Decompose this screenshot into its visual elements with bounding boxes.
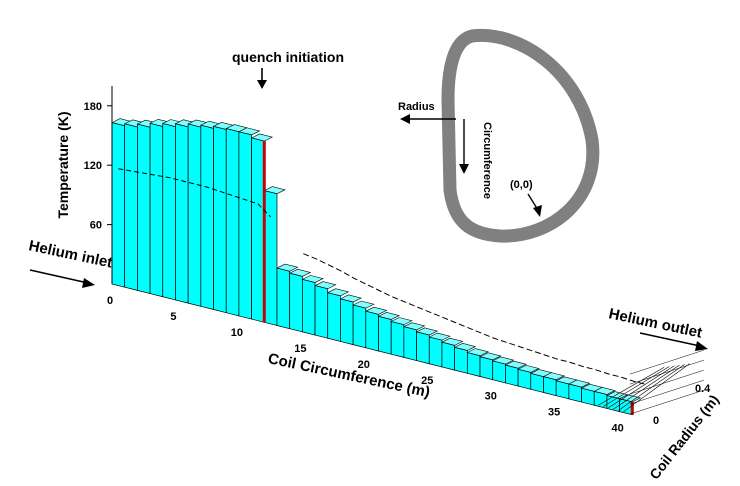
bar bbox=[327, 292, 341, 342]
x-tick-label: 15 bbox=[294, 343, 306, 355]
coil-cross-section bbox=[441, 28, 600, 243]
bar bbox=[517, 368, 532, 390]
bar bbox=[263, 190, 278, 326]
x-tick-label: 5 bbox=[170, 311, 176, 323]
z-tick-label: 0.4 bbox=[695, 383, 711, 395]
bar bbox=[137, 123, 151, 295]
radius-grid-line bbox=[629, 389, 704, 415]
bar bbox=[365, 310, 379, 352]
back-surface-profile bbox=[303, 253, 647, 385]
x-tick-label: 40 bbox=[611, 423, 623, 435]
inner-surface-layer bbox=[118, 168, 647, 385]
axes-layer: 60 120 180 0 5 10 15 20 25 30 35 40 0 0.4 bbox=[84, 86, 711, 435]
radius-grid-layer bbox=[598, 349, 704, 415]
x-tick-label: 20 bbox=[358, 359, 370, 371]
x-tick-label: 30 bbox=[485, 391, 497, 403]
quench-arrowhead bbox=[257, 80, 267, 89]
bar bbox=[530, 372, 544, 393]
radius-grid-line bbox=[608, 365, 675, 409]
bar bbox=[175, 123, 189, 304]
x-tick-label: 35 bbox=[548, 407, 560, 419]
bar bbox=[352, 304, 367, 349]
y-axis-title: Temperature (K) bbox=[55, 111, 71, 218]
bar bbox=[543, 376, 557, 397]
bar bbox=[340, 298, 354, 346]
bar bbox=[479, 356, 494, 381]
radius-grid-line bbox=[598, 366, 665, 406]
circumference-arrowhead bbox=[459, 164, 469, 174]
bar bbox=[225, 128, 240, 317]
radius-grid-line bbox=[603, 366, 670, 407]
bar bbox=[111, 122, 126, 288]
bar bbox=[289, 272, 303, 333]
y-tick-label: 60 bbox=[90, 220, 102, 232]
radius-grid-line bbox=[629, 349, 704, 375]
bar bbox=[124, 123, 138, 291]
bar bbox=[162, 123, 176, 301]
x-tick-label: 25 bbox=[421, 375, 433, 387]
bar bbox=[238, 131, 252, 320]
quench-initiation-label: quench initiation bbox=[232, 49, 344, 65]
radius-label: Radius bbox=[398, 101, 435, 113]
bar bbox=[403, 326, 417, 362]
bar bbox=[454, 346, 468, 374]
bar bbox=[251, 137, 265, 323]
x-tick-label: 0 bbox=[107, 295, 113, 307]
origin-label: (0,0) bbox=[510, 179, 533, 191]
origin-arrowhead bbox=[533, 205, 542, 217]
radius-grid-line bbox=[623, 363, 690, 412]
z-tick-label: 0 bbox=[653, 415, 659, 427]
radius-grid-line bbox=[629, 359, 704, 385]
radius-grid-line bbox=[629, 379, 704, 405]
bar bbox=[416, 331, 430, 365]
coil-inset: Radius Circumference (0,0) bbox=[398, 28, 600, 243]
bar bbox=[213, 125, 227, 314]
inner-temperature-contour bbox=[118, 168, 271, 218]
bar bbox=[492, 360, 506, 384]
y-tick-label: 120 bbox=[84, 160, 102, 172]
helium-outlet-arrow bbox=[639, 332, 701, 347]
radius-arrowhead bbox=[400, 114, 410, 124]
radius-grid-line bbox=[629, 369, 704, 395]
bar bbox=[390, 321, 405, 358]
bar bbox=[466, 352, 481, 377]
radius-grid-line bbox=[613, 364, 680, 410]
y-tick-label: 180 bbox=[84, 101, 102, 113]
bar bbox=[378, 315, 392, 355]
helium-inlet-label: Helium inlet bbox=[27, 237, 114, 271]
bar bbox=[593, 390, 608, 409]
helium-outlet-arrowhead bbox=[695, 341, 708, 351]
bars-layer bbox=[111, 118, 642, 416]
bar bbox=[302, 278, 316, 336]
bar bbox=[428, 336, 443, 368]
bar bbox=[581, 387, 595, 406]
bar bbox=[149, 122, 164, 298]
bar bbox=[505, 364, 519, 387]
x-tick-label: 10 bbox=[231, 327, 243, 339]
bar bbox=[555, 380, 570, 400]
helium-inlet-arrowhead bbox=[82, 278, 95, 288]
bar bbox=[200, 124, 214, 310]
helium-inlet-arrow bbox=[29, 269, 89, 284]
circumference-label: Circumference bbox=[481, 122, 493, 199]
bar bbox=[276, 267, 291, 330]
bar bbox=[568, 383, 582, 403]
bar bbox=[441, 341, 455, 371]
bar bbox=[187, 123, 202, 307]
bar bbox=[314, 285, 329, 339]
